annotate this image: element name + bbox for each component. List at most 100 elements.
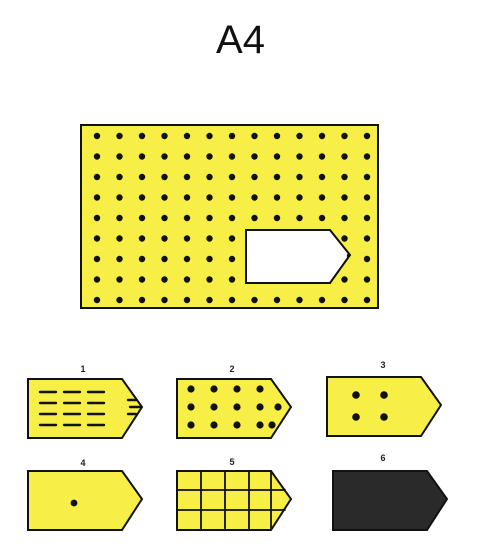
board-dot (183, 173, 191, 181)
main-pattern-board (80, 124, 379, 309)
board-dot (183, 255, 191, 263)
board-dot (228, 153, 236, 160)
board-dot (273, 173, 281, 181)
option-2-dot (256, 385, 264, 393)
answer-option-6[interactable]: 6 (332, 453, 449, 531)
board-dot (183, 235, 191, 242)
board-dot (206, 153, 213, 160)
board-dot (93, 194, 101, 201)
board-dot (116, 132, 123, 140)
board-dot (251, 173, 258, 181)
board-dot (93, 235, 101, 242)
board-dot (93, 296, 101, 304)
option-2-dot (256, 421, 264, 429)
board-dot (161, 173, 168, 181)
board-dot (138, 255, 146, 263)
board-dot (161, 255, 168, 263)
board-dot (138, 173, 146, 181)
board-dot (273, 214, 281, 222)
option-2-dot (187, 421, 195, 429)
answer-option-1[interactable]: 1 (27, 364, 144, 439)
option-5-shape (176, 470, 293, 531)
board-dot (251, 194, 258, 201)
board-dot (93, 214, 101, 222)
board-dot (138, 194, 146, 201)
board-dot (363, 173, 371, 181)
board-dot (206, 173, 213, 181)
board-dot (363, 255, 371, 263)
board-dot (206, 255, 213, 263)
board-dot (206, 214, 213, 222)
board-dot (296, 296, 303, 304)
board-dot (183, 153, 191, 160)
option-2-dot (256, 403, 264, 411)
board-dot (93, 173, 101, 181)
option-4-single-dot-pattern (70, 499, 78, 507)
option-5-grid-pattern (176, 470, 286, 531)
board-dot (341, 296, 348, 304)
board-dot (228, 255, 236, 263)
option-2-dot (233, 385, 241, 393)
board-dot (228, 296, 236, 304)
board-dot (138, 235, 146, 242)
option-1-shape (27, 378, 144, 439)
board-dot (273, 296, 281, 304)
board-dot (116, 296, 123, 304)
option-3-four-dot-pattern (352, 391, 388, 421)
board-dot (116, 276, 123, 283)
board-dot (138, 132, 146, 140)
board-dot (183, 276, 191, 283)
option-2-dot (187, 385, 195, 393)
board-dot (296, 153, 303, 160)
board-dot (341, 235, 348, 242)
board-dot (341, 153, 348, 160)
board-dot (206, 132, 213, 140)
board-dot (161, 153, 168, 160)
board-dot (161, 235, 168, 242)
option-3-shape (326, 376, 443, 437)
puzzle-title: A4 (216, 18, 265, 62)
board-dot (228, 132, 236, 140)
board-dot (228, 214, 236, 222)
board-dot (318, 194, 326, 201)
board-dot (161, 194, 168, 201)
board-dot (318, 214, 326, 222)
board-dot (251, 153, 258, 160)
option-4-dot (70, 499, 78, 507)
board-dot (363, 153, 371, 160)
answer-option-5[interactable]: 5 (176, 457, 293, 531)
option-1-dash-pattern (38, 390, 142, 427)
board-dot (161, 296, 168, 304)
board-dot (296, 194, 303, 201)
board-dot (116, 194, 123, 201)
board-dot (318, 153, 326, 160)
option-6-shape (332, 470, 449, 531)
board-dot (93, 153, 101, 160)
board-dot (116, 214, 123, 222)
board-dot (228, 194, 236, 201)
option-number-1: 1 (80, 364, 85, 374)
board-dot (161, 132, 168, 140)
board-dot (363, 214, 371, 222)
board-dot (296, 214, 303, 222)
board-dot (183, 132, 191, 140)
option-number-5: 5 (229, 457, 234, 467)
option-number-4: 4 (80, 458, 85, 468)
missing-piece-hole (245, 229, 352, 284)
answer-option-4[interactable]: 4 (27, 458, 144, 531)
option-3-dot (380, 391, 388, 399)
board-dot (363, 276, 371, 283)
board-dot (183, 214, 191, 222)
answer-option-2[interactable]: 2 (176, 364, 293, 439)
option-2-dot (210, 403, 218, 411)
option-number-3: 3 (380, 360, 385, 370)
option-2-dot (210, 421, 218, 429)
answer-option-3[interactable]: 3 (326, 360, 443, 437)
board-dot (138, 214, 146, 222)
option-2-dot (210, 385, 218, 393)
board-dot (206, 194, 213, 201)
board-dot (318, 132, 326, 140)
board-dot (341, 276, 348, 283)
board-dot (296, 173, 303, 181)
